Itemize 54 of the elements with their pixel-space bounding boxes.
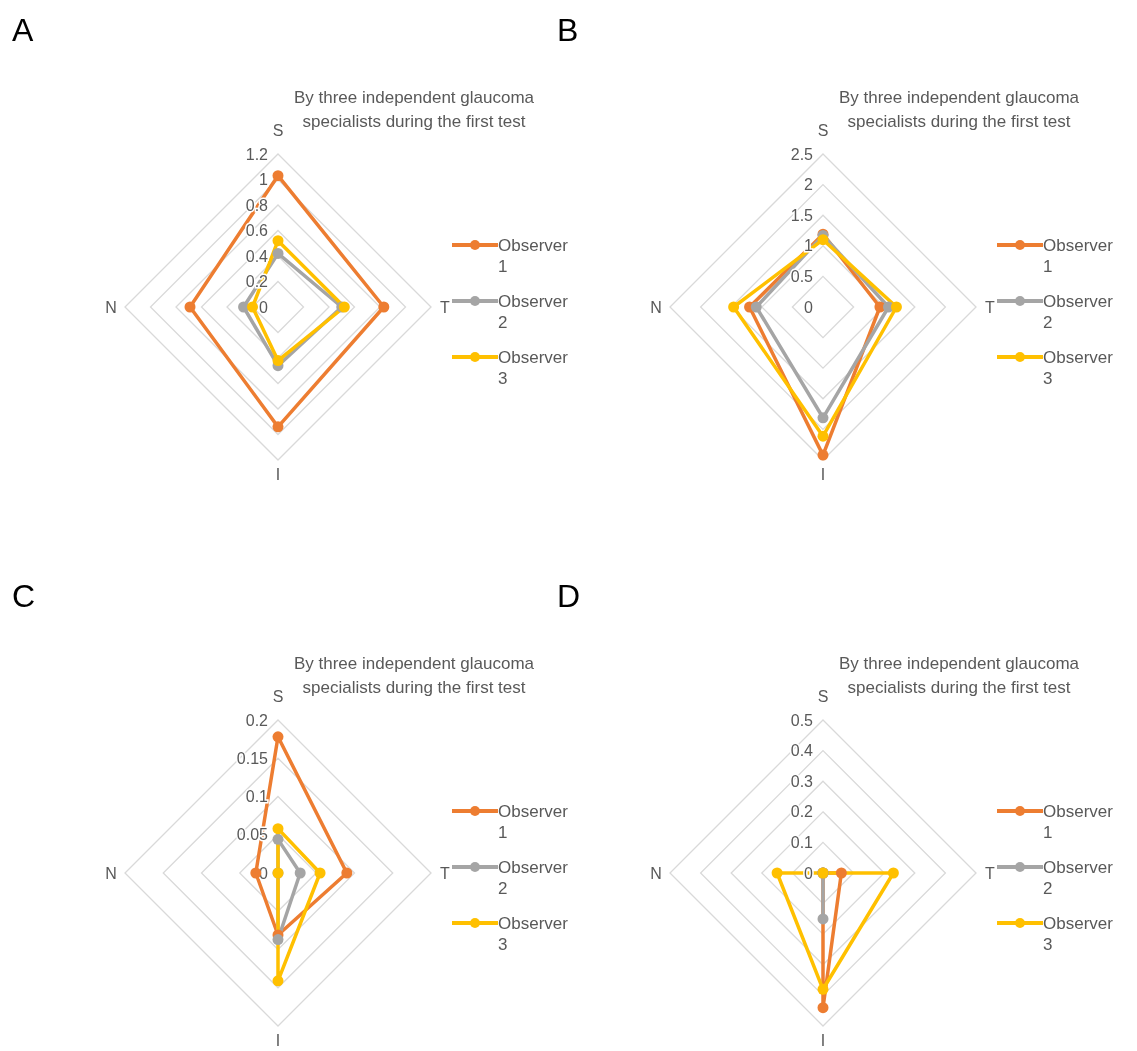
legend-label: Observer 1 — [1043, 801, 1113, 843]
y-tick-label: 2.5 — [790, 145, 814, 163]
y-tick-label: 0.2 — [790, 803, 814, 821]
spoke-label: S — [817, 687, 829, 705]
legend-label: Observer 2 — [1043, 291, 1113, 333]
spoke-label: I — [820, 1031, 826, 1049]
chart-title: By three independent glaucoma specialists during the first test — [837, 87, 1081, 133]
y-tick-label: 0.5 — [790, 711, 814, 729]
spoke-label: I — [275, 1031, 281, 1049]
text: C — [12, 578, 36, 615]
y-tick-label: 0.5 — [790, 267, 814, 285]
y-tick-label: 0 — [259, 298, 269, 316]
spoke-label: S — [272, 687, 284, 705]
spoke-label: N — [650, 864, 662, 882]
chart-title: By three independent glaucoma specialists during the first test — [292, 87, 536, 133]
legend-label: Observer 1 — [1043, 235, 1113, 277]
legend-label: Observer 2 — [498, 857, 568, 899]
legend-label: Observer 2 — [498, 291, 568, 333]
spoke-label: T — [440, 298, 451, 316]
legend-label: Observer 1 — [498, 801, 568, 843]
y-tick-label: 0.15 — [236, 749, 269, 767]
legend-label: Observer 3 — [498, 347, 568, 389]
legend-label: Observer 2 — [1043, 857, 1113, 899]
y-tick-label: 0.6 — [245, 222, 269, 239]
chart-title: By three independent glaucoma specialists during the first test — [292, 653, 536, 699]
spoke-label: I — [275, 465, 281, 483]
spoke-label: S — [272, 121, 284, 139]
spoke-label: N — [105, 298, 117, 316]
chart-title: By three independent glaucoma specialists during the first test — [837, 653, 1081, 699]
spoke-label: N — [105, 864, 117, 882]
y-tick-label: 0.3 — [790, 772, 814, 790]
y-tick-label: 1.5 — [790, 206, 814, 224]
spoke-label: T — [985, 864, 996, 882]
y-tick-label: 0.1 — [790, 833, 814, 851]
legend-label: Observer 3 — [1043, 347, 1113, 389]
y-tick-label: 1 — [259, 171, 269, 188]
text: B — [557, 12, 579, 49]
y-tick-label: 0.1 — [245, 788, 269, 805]
spoke-label: N — [650, 298, 662, 316]
text: D — [557, 578, 581, 615]
y-tick-label: 2 — [804, 176, 814, 194]
legend-label: Observer 3 — [498, 913, 568, 955]
spoke-label: I — [820, 465, 826, 483]
y-tick-label: 0.4 — [790, 742, 814, 760]
legend-label: Observer 1 — [498, 235, 568, 277]
spoke-label: S — [817, 121, 829, 139]
y-tick-label: 0 — [804, 298, 814, 316]
text: A — [12, 12, 34, 49]
y-tick-label: 0.2 — [245, 711, 269, 729]
y-tick-label: 1.2 — [245, 145, 269, 163]
spoke-label: T — [440, 864, 451, 882]
spoke-label: T — [985, 298, 996, 316]
y-tick-label: 0.4 — [245, 247, 269, 265]
legend-label: Observer 3 — [1043, 913, 1113, 955]
